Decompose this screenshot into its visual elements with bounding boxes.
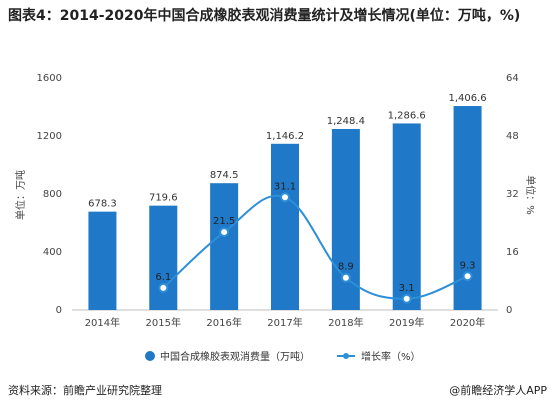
legend: 中国合成橡胶表观消费量（万吨） 增长率（%） — [145, 350, 421, 363]
growth-value-label: 31.1 — [274, 181, 296, 192]
growth-point — [340, 272, 351, 283]
bar — [210, 183, 239, 310]
y-tick-label: 800 — [43, 189, 62, 200]
bar — [392, 123, 421, 311]
y2-axis-title: 单位：% — [524, 175, 537, 215]
bar-value-label: 719.6 — [149, 193, 178, 204]
x-tick-label: 2014年 — [85, 316, 120, 329]
brand-credit: @前瞻经济学人APP — [449, 382, 547, 398]
y2-tick-label: 16 — [506, 247, 519, 258]
growth-value-label: 9.3 — [460, 260, 476, 271]
growth-point — [158, 282, 169, 293]
legend-line-label: 增长率（%） — [361, 350, 421, 363]
brand-text: @前瞻经济学人APP — [449, 384, 547, 397]
y2-tick-label: 64 — [506, 73, 519, 84]
bar-value-label: 1,406.6 — [448, 93, 486, 104]
bar — [331, 128, 360, 310]
legend-bar-marker — [145, 351, 155, 361]
y-axis-title: 单位：万吨 — [14, 170, 27, 220]
growth-point — [219, 227, 230, 238]
y-tick-label: 1600 — [37, 73, 62, 84]
y-tick-label: 400 — [43, 247, 62, 258]
x-tick-label: 2019年 — [389, 316, 424, 329]
chart-title: 图表4：2014-2020年中国合成橡胶表观消费量统计及增长情况(单位：万吨，%… — [8, 8, 521, 24]
growth-line — [162, 194, 468, 300]
y-tick-label: 1200 — [37, 131, 62, 142]
bar-value-label: 874.5 — [210, 170, 239, 181]
growth-value-label: 8.9 — [338, 262, 354, 273]
growth-point — [462, 271, 473, 282]
bar — [88, 211, 117, 310]
growth-value-label: 21.5 — [213, 216, 235, 227]
bar-value-label: 1,146.2 — [266, 131, 304, 142]
growth-point — [401, 293, 412, 304]
legend-bar-label: 中国合成橡胶表观消费量（万吨） — [160, 350, 310, 363]
x-tick-label: 2015年 — [146, 316, 181, 329]
x-tick-label: 2020年 — [450, 316, 485, 329]
bar-value-label: 1,248.4 — [327, 116, 365, 127]
bar — [271, 143, 299, 310]
growth-value-label: 3.1 — [399, 283, 415, 294]
bar-value-label: 678.3 — [88, 199, 117, 210]
y2-tick-label: 48 — [506, 131, 519, 142]
x-tick-label: 2018年 — [328, 316, 363, 329]
x-tick-label: 2016年 — [206, 316, 241, 329]
y2-tick-label: 32 — [506, 189, 519, 200]
growth-value-label: 6.1 — [155, 272, 171, 283]
y2-tick-label: 0 — [506, 305, 512, 316]
y-tick-label: 0 — [56, 305, 62, 316]
bar-value-label: 1,286.6 — [388, 110, 426, 121]
legend-line-marker — [343, 353, 349, 359]
source-note: 资料来源：前瞻产业研究院整理 — [8, 384, 162, 397]
bar — [149, 205, 178, 310]
growth-point — [280, 192, 290, 203]
x-tick-label: 2017年 — [267, 316, 302, 329]
